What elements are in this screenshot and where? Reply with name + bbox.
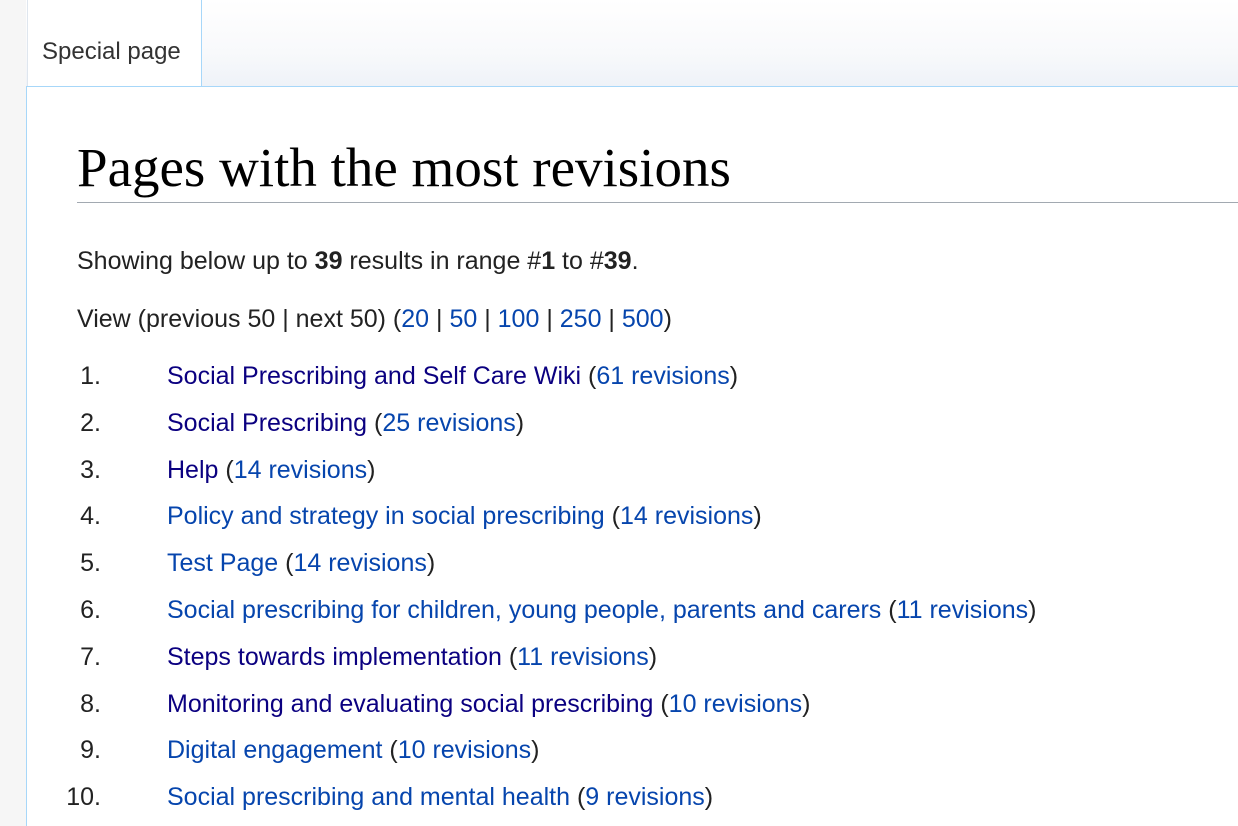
page-link[interactable]: Monitoring and evaluating social prescri… xyxy=(167,689,654,718)
page-title: Pages with the most revisions xyxy=(77,137,731,198)
summary-range-end: 39 xyxy=(603,247,632,275)
view-50-link[interactable]: 50 xyxy=(449,305,478,333)
view-250-link[interactable]: 250 xyxy=(559,305,602,333)
content-area: Pages with the most revisions Showing be… xyxy=(26,86,1238,826)
page-link[interactable]: Policy and strategy in social prescribin… xyxy=(167,502,605,531)
view-500-link[interactable]: 500 xyxy=(621,305,664,333)
results-summary: Showing below up to 39 results in range … xyxy=(77,245,639,277)
summary-count: 39 xyxy=(314,247,343,275)
item-number: 7. xyxy=(80,642,101,671)
view-separator: | xyxy=(429,305,450,333)
item-number: 5. xyxy=(80,549,101,578)
revisions-link[interactable]: 14 revisions xyxy=(293,549,427,578)
view-separator: | xyxy=(539,305,560,333)
summary-mid: results in range # xyxy=(342,247,542,275)
item-number: 9. xyxy=(80,736,101,765)
revisions-link[interactable]: 11 revisions xyxy=(517,642,649,671)
tab-special-page[interactable]: Special page xyxy=(27,0,202,87)
item-number: 10. xyxy=(66,783,101,812)
view-limit-selector: View (previous 50 | next 50) (20 | 50 | … xyxy=(77,303,672,335)
item-number: 2. xyxy=(80,408,101,437)
item-number: 4. xyxy=(80,502,101,531)
page-link[interactable]: Help xyxy=(167,455,219,484)
summary-range-start: 1 xyxy=(541,247,556,275)
page-link[interactable]: Steps towards implementation xyxy=(167,642,502,671)
view-separator: | xyxy=(477,305,498,333)
title-divider xyxy=(77,202,1238,203)
item-number: 6. xyxy=(80,595,101,624)
revisions-link[interactable]: 14 revisions xyxy=(233,455,368,484)
tab-label: Special page xyxy=(42,38,181,65)
revisions-link[interactable]: 9 revisions xyxy=(585,783,705,812)
summary-prefix: Showing below up to xyxy=(77,247,315,275)
page-link[interactable]: Social prescribing and mental health xyxy=(167,783,571,812)
page-link[interactable]: Test Page xyxy=(167,549,279,578)
revisions-link[interactable]: 14 revisions xyxy=(620,502,754,531)
top-header xyxy=(0,0,1238,88)
view-separator: | xyxy=(601,305,622,333)
view-prefix: View (previous 50 | next 50) ( xyxy=(77,305,402,333)
item-number: 1. xyxy=(80,362,101,390)
revisions-link[interactable]: 10 revisions xyxy=(668,689,803,718)
revisions-link[interactable]: 25 revisions xyxy=(382,408,516,437)
revisions-link[interactable]: 61 revisions xyxy=(596,362,730,390)
revisions-link[interactable]: 11 revisions xyxy=(896,595,1029,624)
page-link[interactable]: Social Prescribing and Self Care Wiki xyxy=(167,362,582,390)
left-sidebar-edge xyxy=(0,0,26,826)
page-link[interactable]: Social prescribing for children, young p… xyxy=(167,595,882,624)
item-number: 3. xyxy=(80,455,101,484)
item-number: 8. xyxy=(80,689,101,718)
summary-to: to # xyxy=(555,247,604,275)
view-100-link[interactable]: 100 xyxy=(497,305,540,333)
revisions-link[interactable]: 10 revisions xyxy=(397,736,532,765)
page-link[interactable]: Digital engagement xyxy=(167,736,383,765)
page-link[interactable]: Social Prescribing xyxy=(167,408,368,437)
view-20-link[interactable]: 20 xyxy=(401,305,430,333)
view-suffix: ) xyxy=(663,305,672,333)
summary-end: . xyxy=(631,247,639,275)
